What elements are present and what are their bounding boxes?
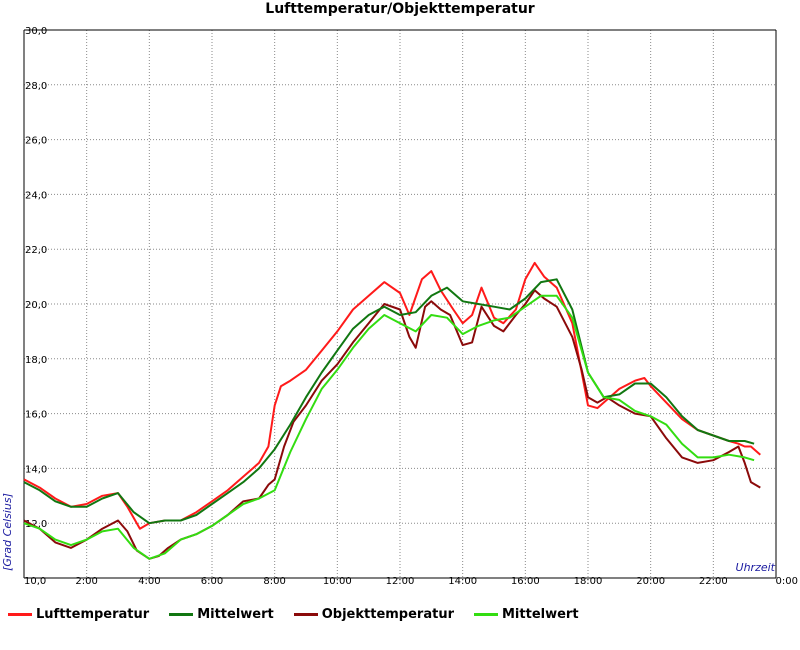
x-tick-label: 14:00	[448, 576, 477, 587]
y-tick-label: 16,0	[25, 410, 47, 421]
x-tick-label: 18:00	[574, 576, 603, 587]
y-tick-label: 24,0	[25, 190, 47, 201]
y-tick-label: 28,0	[25, 81, 47, 92]
x-tick-label: 16:00	[511, 576, 540, 587]
legend-swatch	[293, 613, 318, 616]
legend-label: Mittelwert	[197, 607, 274, 622]
legend-label: Objekttemperatur	[321, 607, 454, 622]
chart-title: Lufttemperatur/Objekttemperatur	[265, 1, 535, 17]
x-tick-label: 20:00	[636, 576, 665, 587]
x-tick-label: 8:00	[263, 576, 285, 587]
x-tick-label: 6:00	[201, 576, 223, 587]
y-tick-label: 30,0	[25, 26, 47, 37]
mittelwert-luft-line	[23, 278, 755, 525]
x-tick-label: 22:00	[699, 576, 728, 587]
legend-item-lufttemperatur: Lufttemperatur	[8, 607, 149, 622]
legend-item-objekttemperatur: Objekttemperatur	[293, 607, 454, 622]
y-tick-label: 12,0	[25, 519, 47, 530]
y-tick-label: 14,0	[25, 464, 47, 475]
x-axis-label: Uhrzeit	[736, 561, 776, 574]
legend-swatch	[474, 613, 498, 616]
x-tick-label: 4:00	[138, 576, 160, 587]
mittelwert-objekt-line	[23, 294, 755, 560]
x-tick-label: 12:00	[386, 576, 415, 587]
chart-legend: Lufttemperatur Mittelwert Objekttemperatur…	[8, 607, 599, 622]
x-tick-label: 10:00	[323, 576, 352, 587]
y-tick-label: 26,0	[25, 136, 47, 147]
lufttemperatur-line	[23, 261, 761, 530]
y-tick-label: 22,0	[25, 245, 47, 256]
y-axis-label: [Grad Celsius]	[1, 493, 14, 571]
y-tick-label: 20,0	[25, 300, 47, 311]
legend-swatch	[169, 613, 194, 616]
legend-item-mittelwert-luft: Mittelwert	[169, 607, 274, 622]
legend-label: Mittelwert	[502, 607, 579, 622]
legend-item-mittelwert-objekt: Mittelwert	[474, 607, 579, 622]
x-tick-label: 10,0	[24, 576, 46, 587]
legend-swatch	[8, 613, 32, 616]
y-tick-label: 18,0	[25, 355, 47, 366]
x-tick-label: 2:00	[75, 576, 97, 587]
legend-label: Lufttemperatur	[36, 607, 150, 622]
x-tick-label: 0:00	[776, 576, 798, 587]
